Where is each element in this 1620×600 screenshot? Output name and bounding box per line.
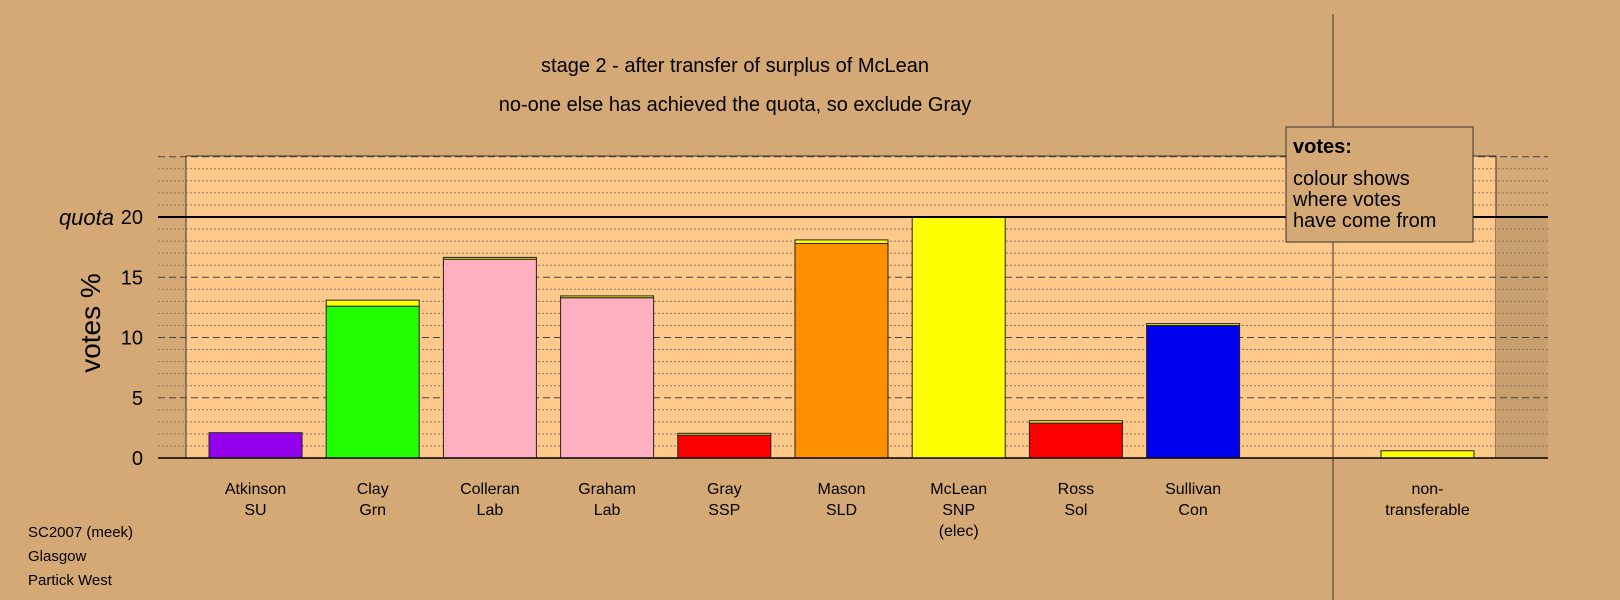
bar-transfer-clay	[325, 299, 420, 307]
bar-colleran	[442, 258, 537, 459]
footer-line-2: Glasgow	[28, 548, 87, 565]
bar-transfer-graham	[560, 295, 655, 299]
bar-ross	[1028, 422, 1123, 459]
category-label: SSP	[708, 502, 740, 519]
bar-atkinson	[208, 432, 303, 459]
footer-line-3: Partick West	[28, 572, 113, 589]
bar-gray	[677, 434, 772, 459]
category-label: Clay	[357, 481, 389, 498]
y-tick-label: 5	[132, 388, 143, 410]
bar-transfer-gray	[677, 432, 772, 436]
bar-clay	[325, 305, 420, 459]
category-label: McLean	[930, 481, 987, 498]
bar-mason	[794, 243, 889, 459]
bar-graham	[560, 297, 655, 459]
bars	[208, 216, 1475, 459]
chart-subtitle: no-one else has achieved the quota, so e…	[499, 94, 972, 116]
y-tick-label: 0	[132, 448, 143, 470]
category-label: Graham	[578, 481, 636, 498]
y-tick-label: 10	[121, 328, 143, 350]
category-label: SU	[244, 502, 266, 519]
bar-transfer-colleran	[442, 256, 537, 260]
y-axis-label: votes %	[75, 273, 106, 373]
bar-non-transferable	[1380, 450, 1475, 459]
chart-title: stage 2 - after transfer of surplus of M…	[541, 55, 929, 77]
quota-label: quota	[59, 205, 114, 230]
category-label: Sol	[1064, 502, 1087, 519]
category-label: SNP	[942, 502, 975, 519]
bar-mclean	[911, 216, 1006, 459]
y-tick-label: 15	[121, 267, 143, 289]
legend: votes: colour shows where votes have com…	[1285, 126, 1474, 243]
bar-transfer-ross	[1028, 420, 1123, 424]
category-label: SLD	[826, 502, 857, 519]
category-label: Mason	[817, 481, 865, 498]
category-label: Grn	[359, 502, 386, 519]
legend-title: votes:	[1293, 136, 1352, 158]
category-label: (elec)	[939, 523, 979, 540]
bar-transfer-sullivan	[1146, 323, 1241, 326]
legend-line-2: where votes	[1292, 189, 1401, 211]
category-label: Ross	[1058, 481, 1094, 498]
category-label: Atkinson	[225, 481, 286, 498]
footer-line-1: SC2007 (meek)	[28, 524, 133, 541]
y-tick-label: 20	[121, 207, 143, 229]
category-labels: Atkinson SU Clay Grn Colleran Lab Graham Lab Gra…	[225, 481, 1470, 540]
category-label: transferable	[1385, 502, 1470, 519]
category-label: Colleran	[460, 481, 520, 498]
category-label: non-	[1411, 481, 1443, 498]
legend-line-3: have come from	[1293, 210, 1436, 232]
bar-sullivan	[1146, 324, 1241, 459]
category-label: Sullivan	[1165, 481, 1221, 498]
category-label: Gray	[707, 481, 742, 498]
bar-transfer-mason	[794, 239, 889, 245]
legend-box	[1285, 126, 1474, 243]
category-label: Lab	[594, 502, 621, 519]
category-label: Con	[1178, 502, 1207, 519]
legend-line-1: colour shows	[1293, 168, 1410, 190]
category-label: Lab	[477, 502, 504, 519]
